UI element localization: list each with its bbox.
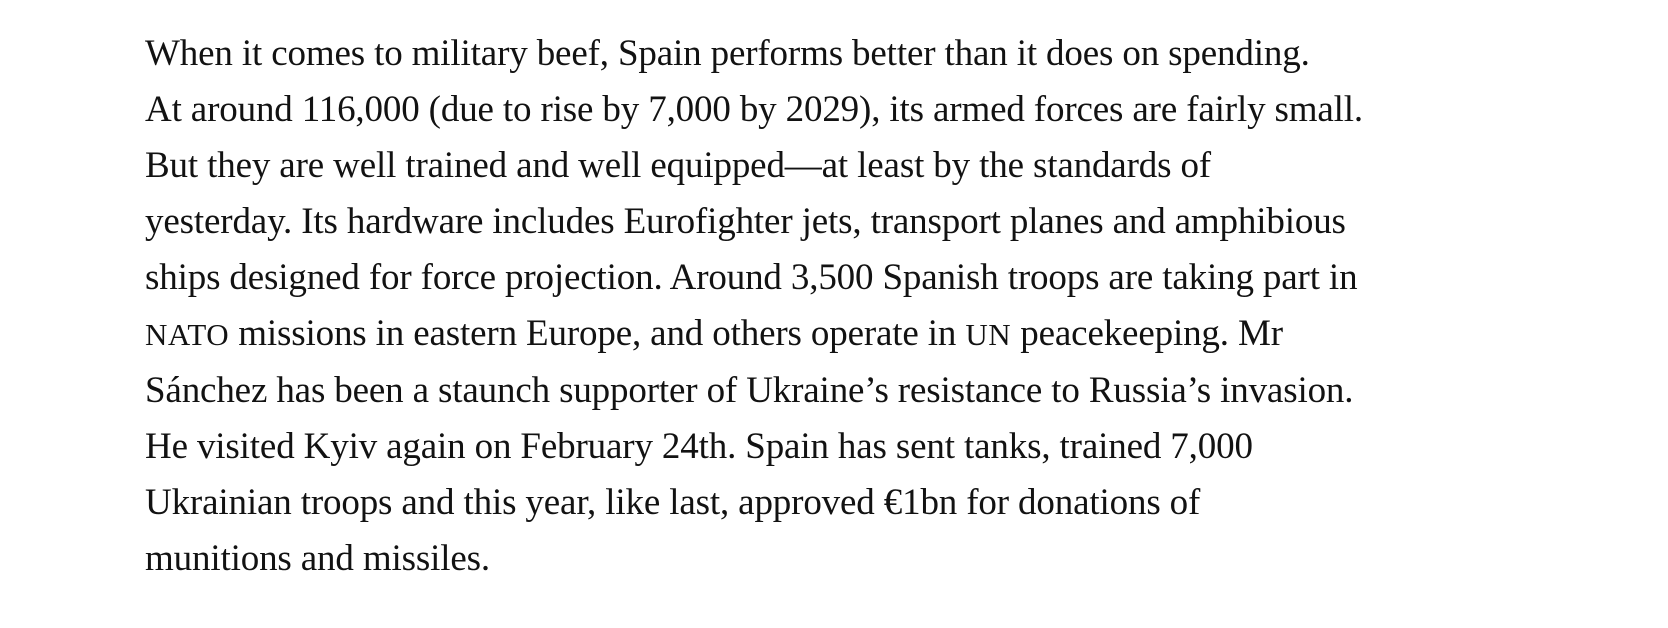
paragraph-line: When it comes to military beef, Spain pe…	[145, 33, 1310, 74]
paragraph-line: ships designed for force projection. Aro…	[145, 257, 1358, 298]
paragraph-line: yesterday. Its hardware includes Eurofig…	[145, 201, 1346, 242]
paragraph-text-segment: peacekeeping. Mr	[1011, 313, 1283, 354]
paragraph-line: NATO missions in eastern Europe, and oth…	[145, 306, 1565, 363]
paragraph-line: He visited Kyiv again on February 24th. …	[145, 426, 1253, 467]
paragraph-line: Ukrainian troops and this year, like las…	[145, 482, 1201, 523]
paragraph-line: munitions and missiles.	[145, 538, 490, 579]
abbreviation-nato: NATO	[145, 317, 230, 352]
paragraph-line: At around 116,000 (due to rise by 7,000 …	[145, 89, 1364, 130]
paragraph-line: But they are well trained and well equip…	[145, 145, 1211, 186]
paragraph-line: Sánchez has been a staunch supporter of …	[145, 370, 1354, 411]
paragraph-text-segment: missions in eastern Europe, and others o…	[229, 313, 966, 354]
abbreviation-un: UN	[965, 317, 1012, 352]
article-paragraph: When it comes to military beef, Spain pe…	[145, 26, 1565, 587]
